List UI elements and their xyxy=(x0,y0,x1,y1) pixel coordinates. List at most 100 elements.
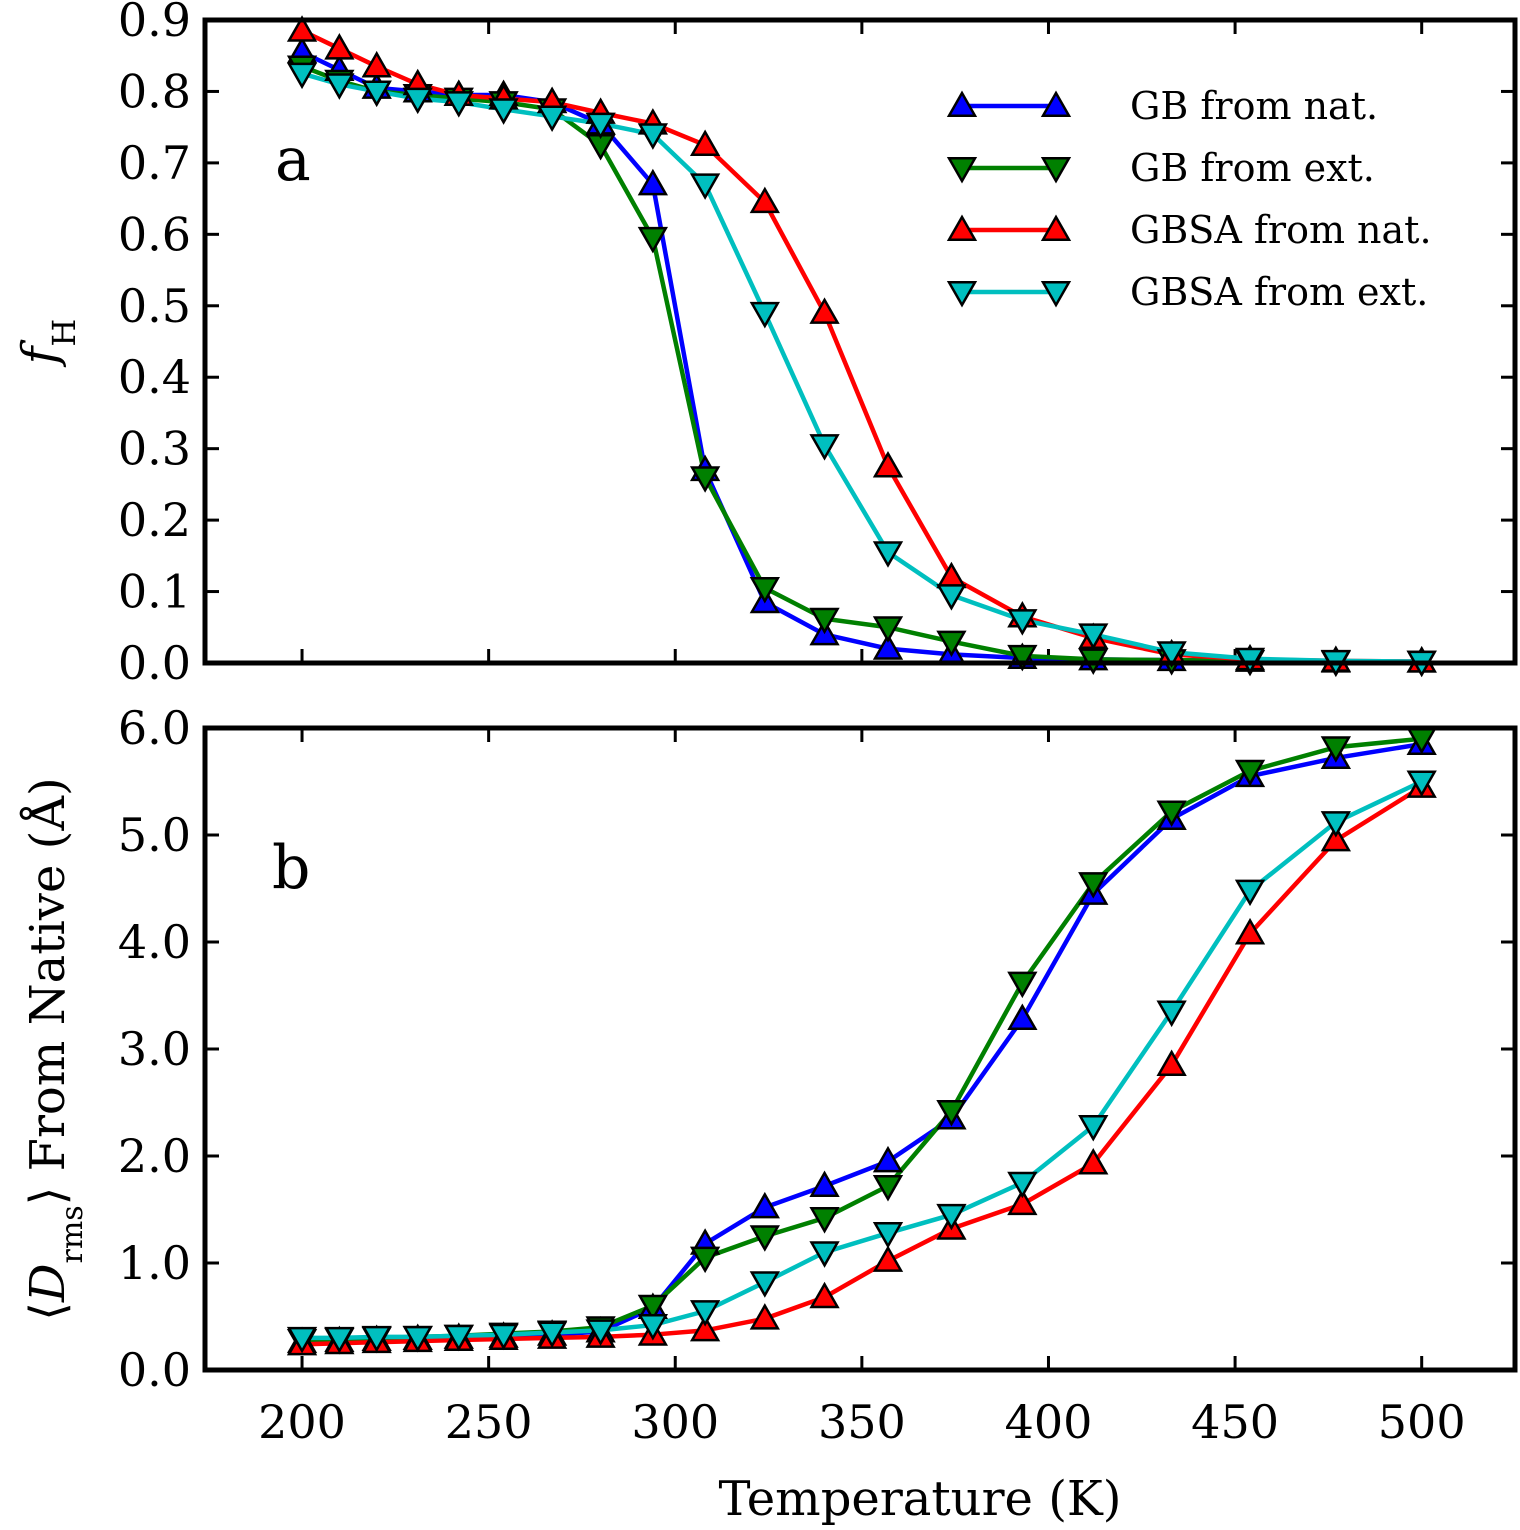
y-tick-label: 0.6 xyxy=(118,207,191,261)
y-tick-label: 0.0 xyxy=(118,636,191,690)
data-point xyxy=(689,466,721,493)
data-point xyxy=(689,1300,721,1327)
x-tick-label: 400 xyxy=(1005,1395,1093,1449)
data-point xyxy=(637,226,669,254)
data-point xyxy=(1320,824,1352,852)
data-point xyxy=(361,80,392,107)
plot-area xyxy=(286,727,1437,1356)
x-tick-label: 350 xyxy=(818,1395,906,1449)
data-point xyxy=(1007,1188,1038,1216)
data-point xyxy=(872,616,904,643)
data-point xyxy=(488,1323,519,1351)
data-point xyxy=(361,1325,392,1353)
data-point xyxy=(1156,1000,1187,1028)
data-point xyxy=(1078,623,1109,650)
data-point xyxy=(1078,1147,1109,1175)
y-tick-label: 1.0 xyxy=(118,1236,191,1290)
data-point xyxy=(749,1225,780,1252)
data-point xyxy=(443,91,474,118)
y-tick-label: 0.2 xyxy=(118,493,191,547)
data-point xyxy=(1320,811,1352,838)
data-point xyxy=(1234,759,1266,787)
data-point xyxy=(809,1207,840,1234)
data-point xyxy=(1007,1003,1038,1031)
data-point xyxy=(324,73,355,100)
data-point xyxy=(749,1191,780,1219)
axes-frame xyxy=(202,17,1518,666)
panel-letter: b xyxy=(272,833,310,903)
data-point xyxy=(286,62,318,90)
data-point xyxy=(936,1100,967,1127)
y-tick-label: 0.3 xyxy=(118,422,191,476)
y-label-subscript: rms xyxy=(55,1205,90,1263)
panel-a: 0.0 0.1 0.2 0.3 0.4 0.5 0.6 0.7 0.8 0.9 a fH GB from… xyxy=(12,0,1518,690)
series-line xyxy=(301,784,1423,1347)
data-point xyxy=(872,1174,904,1202)
axes-frame xyxy=(202,725,1518,1373)
data-point xyxy=(809,1241,840,1268)
data-point xyxy=(1234,647,1266,675)
x-tick-label: 500 xyxy=(1378,1395,1466,1449)
data-point xyxy=(1320,736,1352,763)
y-axis-label: fH xyxy=(12,319,83,368)
data-point xyxy=(872,1222,904,1249)
data-point xyxy=(809,1170,840,1197)
data-point xyxy=(324,33,355,60)
y-tick-label: 2.0 xyxy=(118,1129,191,1183)
data-point xyxy=(585,1319,616,1346)
data-point xyxy=(1007,644,1038,672)
y-tick-label: 0.4 xyxy=(118,350,191,404)
legend-marker xyxy=(1040,157,1072,184)
series-line xyxy=(302,779,1423,1341)
y-tick-label: 6.0 xyxy=(118,701,191,755)
data-point xyxy=(809,297,840,324)
data-point xyxy=(936,630,967,658)
data-point xyxy=(809,607,840,635)
data-point xyxy=(1007,1171,1038,1199)
data-point xyxy=(872,451,904,478)
data-point xyxy=(637,168,669,196)
data-point xyxy=(637,1294,669,1322)
data-point xyxy=(1234,879,1266,907)
legend-marker xyxy=(946,90,978,117)
data-point xyxy=(936,561,967,589)
data-point xyxy=(1007,609,1038,636)
data-point xyxy=(689,1314,721,1342)
data-point xyxy=(749,301,780,329)
data-point xyxy=(749,1271,780,1298)
legend-marker xyxy=(1040,90,1072,117)
data-point xyxy=(809,1281,840,1309)
data-point xyxy=(1078,872,1109,899)
data-point xyxy=(872,633,904,660)
data-point xyxy=(585,112,616,140)
y-tick-label: 0.9 xyxy=(118,0,191,47)
data-point xyxy=(488,98,519,125)
y-tick-label: 0.0 xyxy=(118,1343,191,1397)
data-point xyxy=(1156,1049,1187,1077)
y-tick-label: 0.8 xyxy=(118,64,191,118)
legend-label: GBSA from ext. xyxy=(1130,270,1428,314)
data-point xyxy=(286,15,318,42)
data-point xyxy=(286,1326,318,1354)
series-line xyxy=(301,736,1422,1343)
legend-marker xyxy=(946,281,978,308)
data-point xyxy=(536,1321,568,1349)
plot-area xyxy=(286,15,1437,678)
y-label-subscript: H xyxy=(45,319,83,347)
data-point xyxy=(1007,971,1038,999)
data-point xyxy=(1234,917,1266,945)
data-point xyxy=(749,576,780,604)
data-point xyxy=(402,87,433,115)
y-tick-label: 0.7 xyxy=(118,136,191,190)
y-label-symbol: D xyxy=(20,1264,76,1303)
y-axis-label: ⟨Drms⟩ From Native (Å) xyxy=(19,777,90,1320)
series-line xyxy=(301,741,1423,1345)
x-tick-label: 450 xyxy=(1191,1395,1279,1449)
data-point xyxy=(872,1245,904,1272)
legend: GB from nat. GB from ext. GBSA from nat. GB… xyxy=(946,84,1432,314)
y-tick-label: 0.5 xyxy=(118,279,191,333)
y-tick-label: 4.0 xyxy=(118,915,191,969)
data-point xyxy=(324,1326,355,1354)
data-point xyxy=(689,129,721,157)
